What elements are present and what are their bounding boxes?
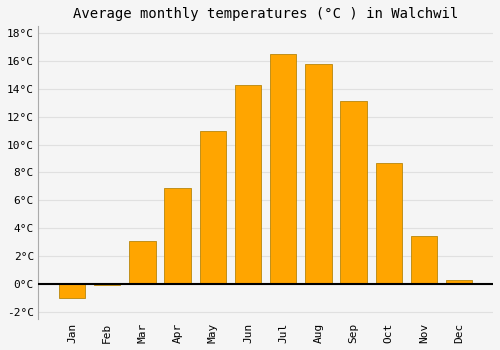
- Bar: [270, 54, 296, 284]
- Bar: [94, 284, 120, 285]
- Bar: [200, 131, 226, 284]
- Bar: [59, 284, 85, 298]
- Bar: [340, 102, 367, 284]
- Bar: [164, 188, 191, 284]
- Bar: [129, 241, 156, 284]
- Bar: [446, 280, 472, 284]
- Bar: [411, 237, 437, 284]
- Title: Average monthly temperatures (°C ) in Walchwil: Average monthly temperatures (°C ) in Wa…: [73, 7, 458, 21]
- Bar: [305, 64, 332, 284]
- Bar: [235, 85, 261, 284]
- Bar: [376, 163, 402, 284]
